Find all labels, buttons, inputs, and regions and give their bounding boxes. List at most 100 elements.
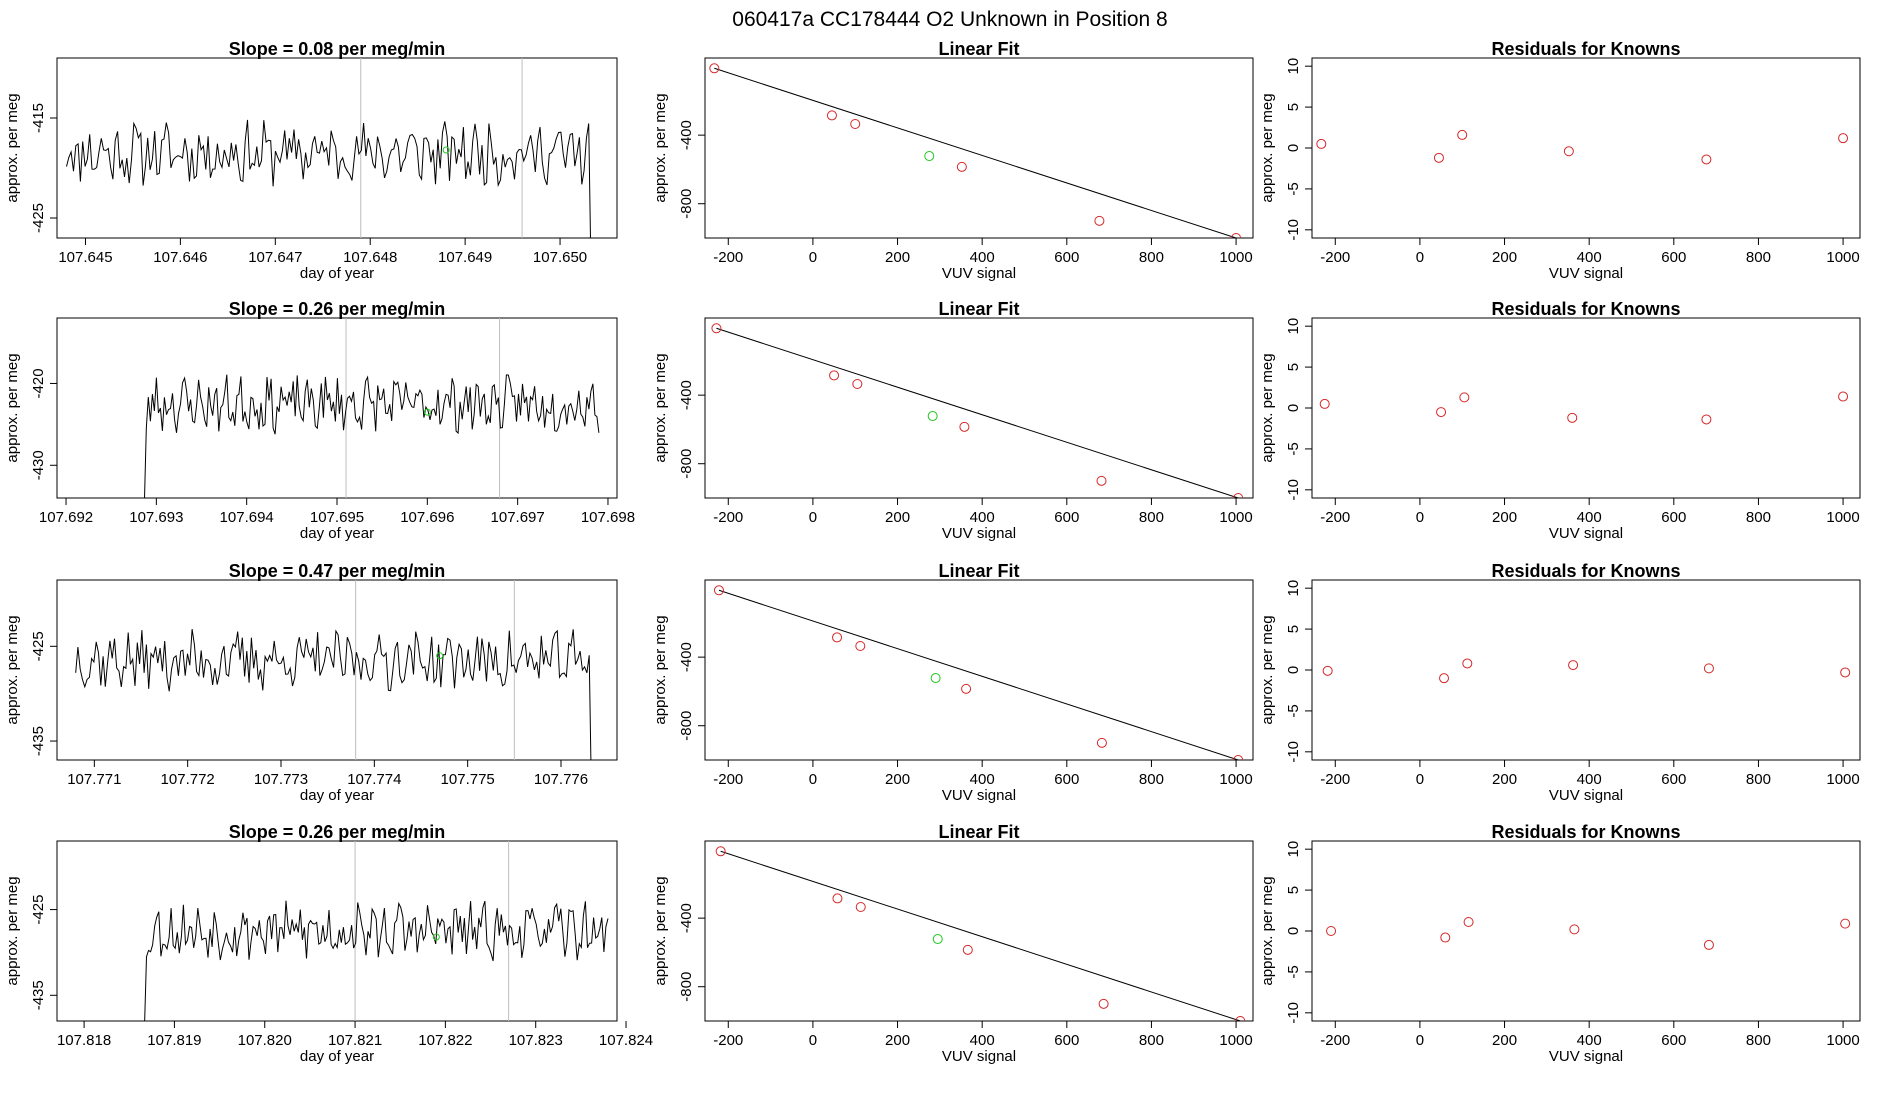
x-axis-label: day of year — [300, 787, 374, 804]
plot-frame — [704, 317, 1254, 499]
x-tick-label: 400 — [970, 771, 995, 788]
signal-trace — [144, 374, 600, 498]
known-point — [852, 379, 863, 389]
y-tick-label: -400 — [678, 642, 695, 672]
x-tick-label: 107.776 — [534, 771, 588, 788]
y-axis-label: approx. per meg — [652, 353, 669, 462]
y-tick-label: -800 — [678, 449, 695, 479]
known-point — [855, 902, 866, 912]
known-point — [1326, 926, 1337, 936]
panel-title: Residuals for Knowns — [1491, 299, 1680, 319]
page-title: 060417a CC178444 O2 Unknown in Position … — [732, 8, 1167, 31]
known-point — [1096, 475, 1107, 486]
x-tick-label: 107.818 — [57, 1032, 111, 1049]
known-point — [1463, 917, 1474, 927]
known-point — [713, 585, 724, 596]
x-tick-label: 400 — [970, 509, 995, 526]
y-tick-label: 5 — [1285, 886, 1302, 894]
y-tick-label: 0 — [1285, 927, 1302, 935]
known-point — [1440, 932, 1451, 943]
x-tick-label: 400 — [970, 1032, 995, 1049]
panel-title: Slope = 0.08 per meg/min — [229, 39, 446, 59]
x-axis-label: VUV signal — [1549, 1048, 1623, 1065]
y-tick-label: 0 — [1285, 404, 1302, 412]
x-tick-label: 200 — [1492, 1032, 1517, 1049]
x-tick-label: 107.649 — [438, 249, 492, 266]
y-axis-label: approx. per meg — [4, 876, 21, 985]
y-axis-label: approx. per meg — [1259, 615, 1276, 724]
x-tick-label: 400 — [1577, 1032, 1602, 1049]
known-point — [1096, 737, 1107, 748]
x-tick-label: 800 — [1139, 1032, 1164, 1049]
y-tick-label: 5 — [1285, 625, 1302, 633]
known-point — [715, 846, 726, 857]
known-point — [1231, 233, 1242, 238]
x-tick-label: 600 — [1054, 509, 1079, 526]
x-tick-label: -200 — [713, 249, 743, 266]
x-tick-label: -200 — [1320, 509, 1350, 526]
y-tick-label: -425 — [30, 631, 47, 661]
x-axis-label: day of year — [300, 265, 374, 282]
known-point — [1701, 414, 1712, 425]
x-tick-label: -200 — [1320, 771, 1350, 788]
known-point — [1838, 133, 1849, 144]
x-tick-label: 1000 — [1826, 249, 1859, 266]
x-tick-label: -200 — [713, 509, 743, 526]
x-axis-label: VUV signal — [942, 1048, 1016, 1065]
panel-r1c1: Slope = 0.08 per meg/min 107.645 107.646 10… — [4, 39, 618, 282]
panel-r3c3: Residuals for Knowns-200 0 200 400 600 800 100… — [1259, 561, 1861, 804]
panel-title: Linear Fit — [938, 299, 1019, 319]
plot-frame — [704, 57, 1254, 239]
known-point — [959, 421, 970, 432]
x-axis-label: VUV signal — [1549, 787, 1623, 804]
unknown-marker — [423, 408, 431, 416]
known-point — [826, 110, 837, 121]
plot-frame — [1311, 579, 1861, 761]
y-tick-label: -800 — [678, 972, 695, 1002]
x-tick-label: 107.774 — [347, 771, 401, 788]
plot-data — [144, 318, 600, 498]
fit-line — [716, 327, 1239, 498]
y-tick-label: -415 — [30, 103, 47, 133]
x-tick-label: 107.648 — [343, 249, 397, 266]
x-axis-label: VUV signal — [942, 265, 1016, 282]
x-tick-label: 200 — [885, 771, 910, 788]
x-tick-label: 107.821 — [328, 1032, 382, 1049]
known-point — [1457, 129, 1468, 140]
known-point — [1433, 152, 1444, 163]
x-tick-label: 107.647 — [248, 249, 302, 266]
x-tick-label: 200 — [885, 509, 910, 526]
panel-title: Residuals for Knowns — [1491, 39, 1680, 59]
known-point — [850, 119, 861, 129]
y-tick-label: -5 — [1285, 704, 1302, 717]
y-tick-label: -800 — [678, 189, 695, 219]
x-tick-label: 107.695 — [310, 509, 364, 526]
panel-r3c1: Slope = 0.47 per meg/min 107.771 107.772 10… — [4, 561, 618, 804]
x-tick-label: 800 — [1746, 1032, 1771, 1049]
plot-data — [66, 58, 591, 238]
x-tick-label: 1000 — [1219, 771, 1252, 788]
x-axis-label: VUV signal — [1549, 265, 1623, 282]
x-tick-label: 600 — [1054, 249, 1079, 266]
unknown-point — [927, 411, 938, 422]
x-tick-label: 0 — [809, 509, 817, 526]
plot-data — [1326, 917, 1851, 950]
y-axis-label: approx. per meg — [652, 93, 669, 202]
x-tick-label: 107.823 — [509, 1032, 563, 1049]
x-tick-label: 400 — [970, 249, 995, 266]
x-tick-label: 800 — [1746, 509, 1771, 526]
x-tick-label: 200 — [1492, 509, 1517, 526]
x-tick-label: -200 — [1320, 249, 1350, 266]
y-axis-label: approx. per meg — [1259, 93, 1276, 202]
panel-title: Slope = 0.26 per meg/min — [229, 822, 446, 842]
known-point — [1563, 146, 1574, 157]
plot-frame — [56, 840, 618, 1022]
panel-title: Linear Fit — [938, 561, 1019, 581]
x-tick-label: 400 — [1577, 771, 1602, 788]
x-tick-label: 200 — [885, 249, 910, 266]
x-axis-label: VUV signal — [1549, 525, 1623, 542]
y-axis-label: approx. per meg — [4, 615, 21, 724]
panel-title: Slope = 0.26 per meg/min — [229, 299, 446, 319]
y-tick-label: -5 — [1285, 442, 1302, 455]
x-axis-label: VUV signal — [942, 787, 1016, 804]
